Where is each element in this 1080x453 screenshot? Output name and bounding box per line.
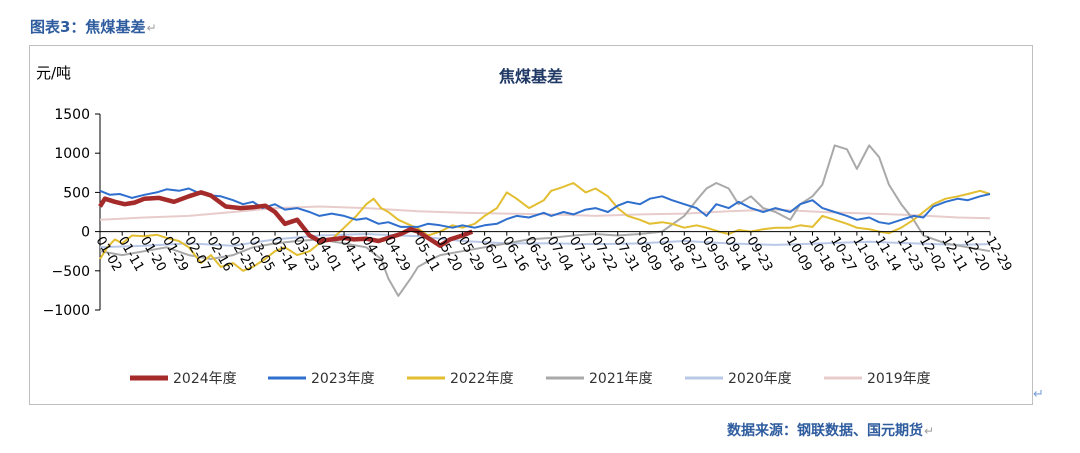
legend-label-2020: 2020年度 (728, 371, 792, 387)
y-tick-label: 1500 (54, 107, 90, 123)
legend-label-2024: 2024年度 (173, 371, 237, 387)
legend-label-2023: 2023年度 (311, 371, 375, 387)
y-tick-label: 1000 (54, 146, 90, 162)
y-tick-label: 500 (63, 185, 90, 201)
chart-frame: 焦煤基差 元/吨 −1000 −500 0 500 1000 1500 01-02 01-11 01… (29, 45, 1033, 405)
series-line-2022 (99, 182, 991, 272)
source-note: 数据来源：钢联数据、国元期货↵ (727, 423, 935, 439)
chart-title: 焦煤基差 (498, 67, 563, 86)
legend-label-2022: 2022年度 (450, 371, 514, 387)
series-line-2019 (99, 205, 991, 221)
y-tick-label: −500 (52, 264, 90, 280)
basis-line-chart: 焦煤基差元/吨−1000−50005001000150001-0201-1101… (36, 64, 1014, 387)
series-line-2023 (99, 187, 991, 229)
legend-label-2021: 2021年度 (589, 371, 653, 387)
y-axis-unit: 元/吨 (36, 64, 71, 82)
legend-label-2019: 2019年度 (867, 371, 931, 387)
series-line-2024 (98, 190, 474, 248)
y-tick-label: −1000 (43, 303, 90, 319)
frame-return-mark: ↵ (1033, 387, 1044, 402)
y-tick-label: 0 (81, 225, 90, 241)
figure-caption: 图表3：焦煤基差↵ (30, 18, 157, 36)
series-line-2020 (99, 233, 991, 249)
